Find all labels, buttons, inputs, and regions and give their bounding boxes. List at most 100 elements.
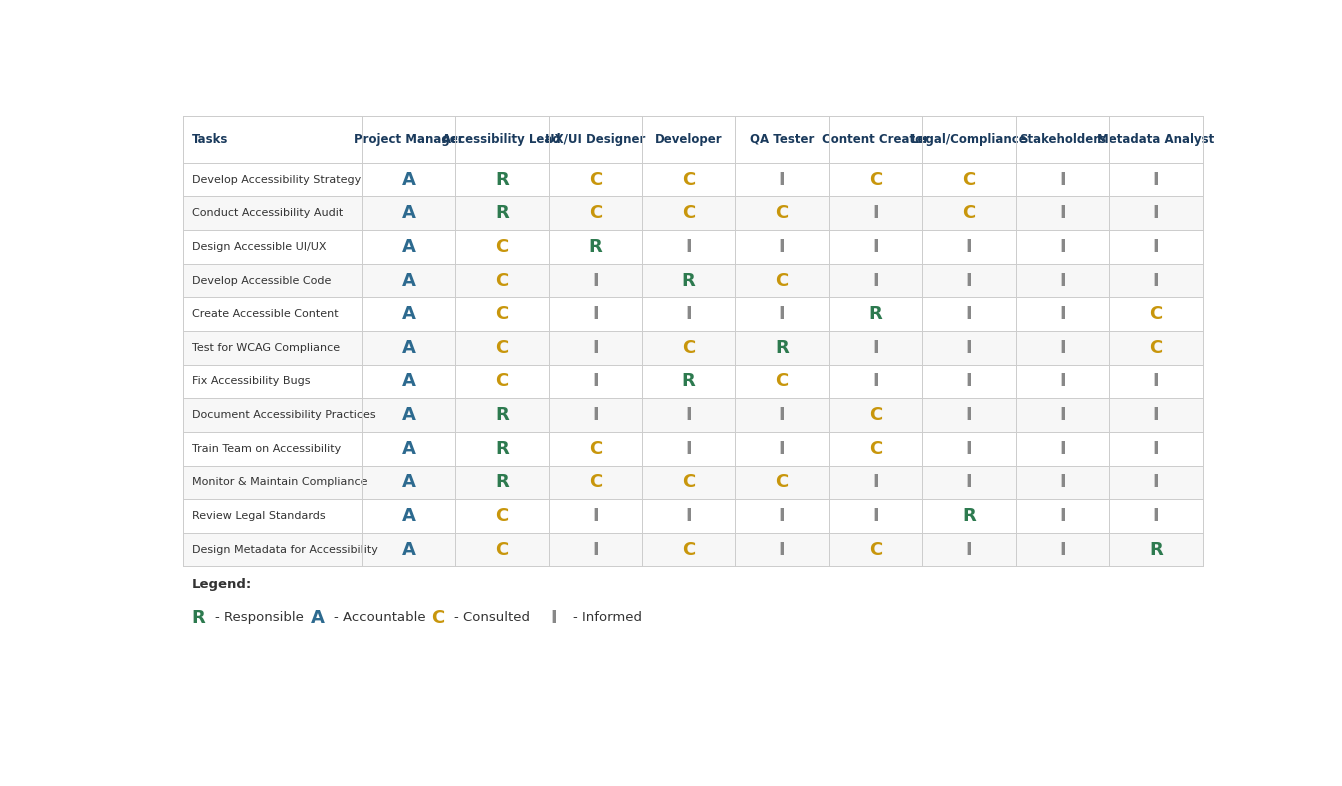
Text: I: I <box>1059 171 1066 189</box>
Text: I: I <box>778 541 785 559</box>
Text: I: I <box>592 507 599 525</box>
Text: Document Accessibility Practices: Document Accessibility Practices <box>192 410 376 420</box>
Text: I: I <box>872 204 879 222</box>
Text: Fix Accessibility Bugs: Fix Accessibility Bugs <box>192 376 310 387</box>
Text: Create Accessible Content: Create Accessible Content <box>192 309 338 319</box>
Text: I: I <box>778 171 785 189</box>
Text: R: R <box>962 507 976 525</box>
Text: - Informed: - Informed <box>573 612 643 624</box>
Text: C: C <box>776 373 789 391</box>
Text: A: A <box>401 541 416 559</box>
Text: I: I <box>686 238 692 256</box>
Text: A: A <box>311 609 325 627</box>
Text: I: I <box>1059 238 1066 256</box>
Text: I: I <box>550 609 557 627</box>
Text: I: I <box>592 406 599 424</box>
Text: A: A <box>401 305 416 323</box>
Text: I: I <box>1153 373 1159 391</box>
Text: Tasks: Tasks <box>192 133 228 145</box>
Text: A: A <box>401 339 416 357</box>
Text: I: I <box>1059 541 1066 559</box>
Text: I: I <box>966 541 973 559</box>
Bar <box>184 331 1202 365</box>
Text: I: I <box>1153 473 1159 491</box>
Text: R: R <box>588 238 603 256</box>
Bar <box>184 465 1202 499</box>
Text: C: C <box>962 171 976 189</box>
Text: A: A <box>401 373 416 391</box>
Text: R: R <box>1149 541 1162 559</box>
Text: Metadata Analyst: Metadata Analyst <box>1098 133 1215 145</box>
Text: I: I <box>1059 507 1066 525</box>
Bar <box>184 533 1202 567</box>
Text: R: R <box>495 473 509 491</box>
Text: I: I <box>592 305 599 323</box>
Bar <box>184 499 1202 533</box>
Bar <box>184 163 1202 196</box>
Text: - Accountable: - Accountable <box>334 612 425 624</box>
Text: R: R <box>682 373 695 391</box>
Text: I: I <box>966 406 973 424</box>
Text: C: C <box>776 271 789 289</box>
Text: Train Team on Accessibility: Train Team on Accessibility <box>192 443 341 454</box>
Text: C: C <box>870 406 882 424</box>
Text: I: I <box>872 507 879 525</box>
Text: C: C <box>589 439 603 457</box>
Bar <box>184 264 1202 297</box>
Text: Developer: Developer <box>655 133 722 145</box>
Text: I: I <box>872 373 879 391</box>
Text: I: I <box>966 339 973 357</box>
Text: C: C <box>682 541 695 559</box>
Text: Legal/Compliance: Legal/Compliance <box>911 133 1028 145</box>
Text: C: C <box>589 473 603 491</box>
Text: I: I <box>966 305 973 323</box>
Text: R: R <box>495 406 509 424</box>
Text: Conduct Accessibility Audit: Conduct Accessibility Audit <box>192 208 344 219</box>
Text: I: I <box>1153 204 1159 222</box>
Text: I: I <box>686 507 692 525</box>
Text: Develop Accessibility Strategy: Develop Accessibility Strategy <box>192 174 361 185</box>
Text: I: I <box>1153 406 1159 424</box>
Text: I: I <box>592 373 599 391</box>
Text: I: I <box>872 339 879 357</box>
Text: A: A <box>401 271 416 289</box>
Text: Develop Accessible Code: Develop Accessible Code <box>192 276 331 285</box>
Text: C: C <box>495 507 509 525</box>
Text: Accessibility Lead: Accessibility Lead <box>443 133 561 145</box>
Text: I: I <box>966 439 973 457</box>
Text: C: C <box>870 171 882 189</box>
Text: I: I <box>1153 439 1159 457</box>
Text: C: C <box>495 305 509 323</box>
Bar <box>184 297 1202 331</box>
Text: R: R <box>495 439 509 457</box>
Text: C: C <box>682 171 695 189</box>
Text: R: R <box>495 171 509 189</box>
Text: I: I <box>686 406 692 424</box>
Text: I: I <box>592 541 599 559</box>
Text: I: I <box>872 238 879 256</box>
Text: R: R <box>192 609 205 627</box>
Text: I: I <box>778 238 785 256</box>
Text: Test for WCAG Compliance: Test for WCAG Compliance <box>192 343 340 353</box>
Text: C: C <box>682 204 695 222</box>
Text: I: I <box>1153 238 1159 256</box>
Text: Content Creator: Content Creator <box>823 133 929 145</box>
Text: C: C <box>1149 339 1162 357</box>
Text: A: A <box>401 473 416 491</box>
Text: - Consulted: - Consulted <box>454 612 530 624</box>
Bar <box>184 399 1202 432</box>
Text: I: I <box>778 406 785 424</box>
Text: Project Manager: Project Manager <box>354 133 463 145</box>
Text: A: A <box>401 439 416 457</box>
Bar <box>184 365 1202 399</box>
Text: Review Legal Standards: Review Legal Standards <box>192 511 325 521</box>
Text: I: I <box>778 507 785 525</box>
Text: I: I <box>1059 373 1066 391</box>
Text: C: C <box>495 271 509 289</box>
Text: A: A <box>401 204 416 222</box>
Text: I: I <box>1153 507 1159 525</box>
Text: I: I <box>1059 271 1066 289</box>
Text: UX/UI Designer: UX/UI Designer <box>545 133 646 145</box>
Text: R: R <box>682 271 695 289</box>
Text: I: I <box>1059 406 1066 424</box>
